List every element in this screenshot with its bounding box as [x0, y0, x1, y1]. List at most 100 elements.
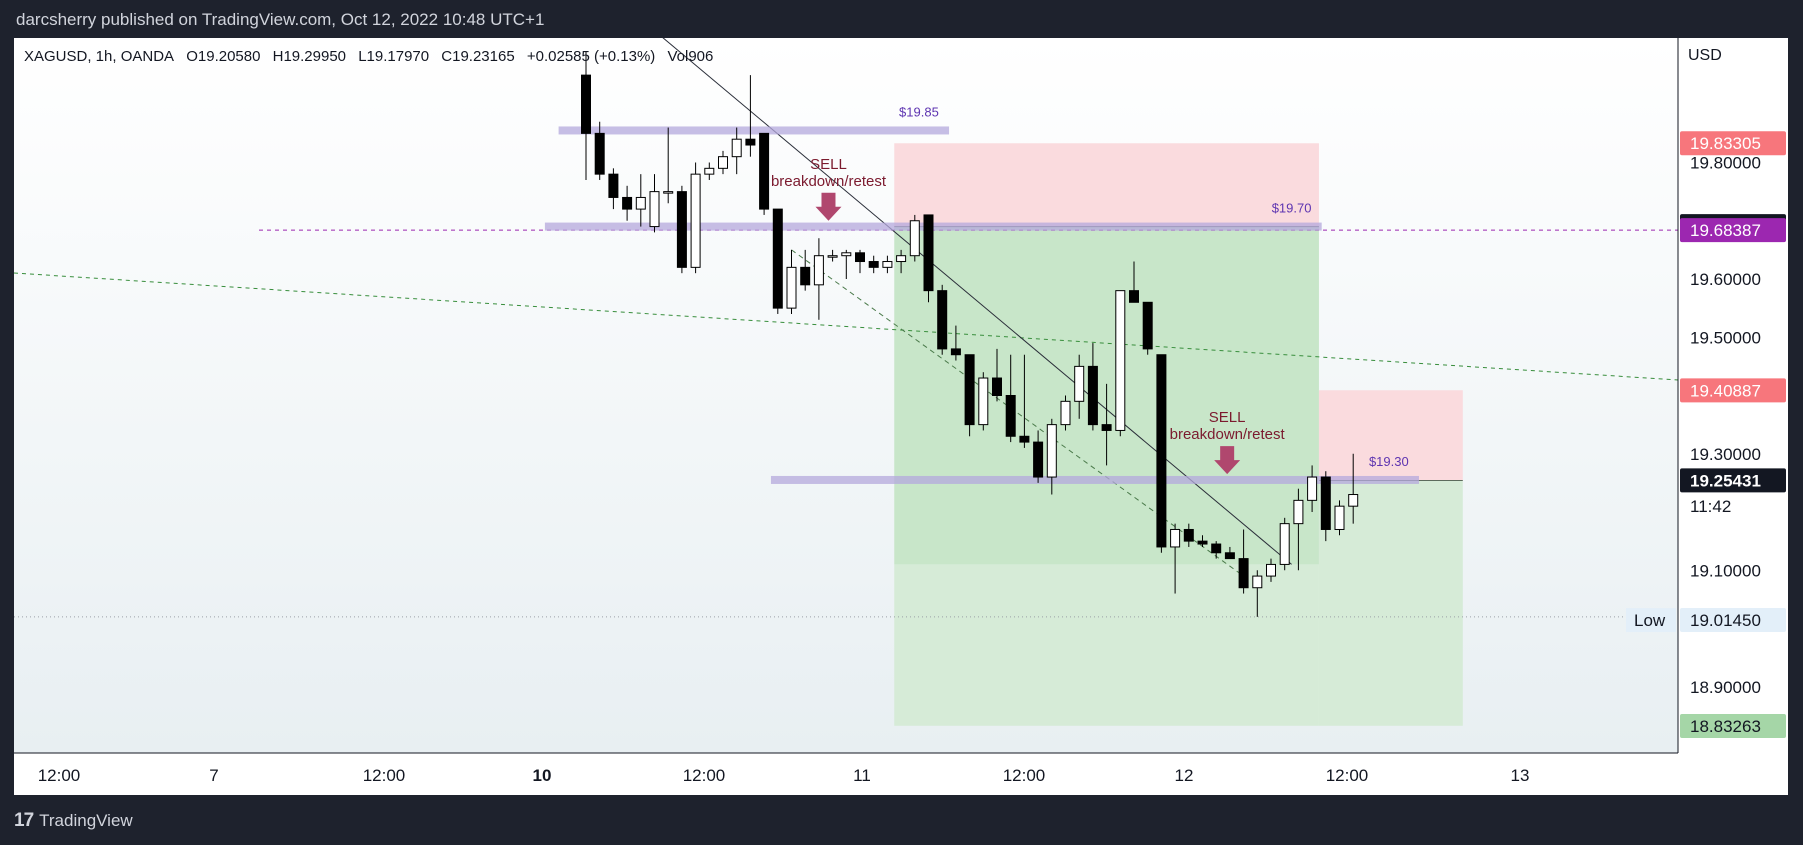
- candle-body[interactable]: [1266, 563, 1276, 577]
- low-prefix-bg: [1626, 608, 1676, 633]
- price-tick-label: 19.80000: [1690, 154, 1761, 173]
- footer-brand[interactable]: TradingView: [39, 811, 133, 830]
- candle-body[interactable]: [1033, 441, 1044, 478]
- candle-body[interactable]: [1019, 435, 1030, 443]
- legend-low: L19.17970: [358, 48, 430, 65]
- candle-body[interactable]: [772, 208, 783, 309]
- publisher-line: darcsherry published on TradingView.com,…: [16, 10, 545, 29]
- candle-body[interactable]: [1060, 400, 1071, 426]
- candle-body[interactable]: [1320, 476, 1331, 530]
- candle-body[interactable]: [759, 132, 770, 210]
- candle-body[interactable]: [1005, 395, 1016, 437]
- candle-body[interactable]: [608, 173, 619, 198]
- candle-body[interactable]: [1293, 499, 1304, 525]
- price-tag-label: 18.83263: [1690, 717, 1761, 736]
- candle-body[interactable]: [718, 156, 728, 169]
- candle-body[interactable]: [1307, 476, 1318, 501]
- price-tag-bg: [1680, 468, 1786, 493]
- price-tick-label: 19.50000: [1690, 328, 1761, 347]
- candle-body[interactable]: [827, 255, 838, 258]
- candle-body[interactable]: [923, 214, 934, 292]
- price-tag-bg: [1680, 494, 1786, 519]
- price-tick-label: 19.60000: [1690, 270, 1761, 289]
- candle-body[interactable]: [841, 252, 852, 257]
- tradingview-logo-icon[interactable]: 17: [14, 810, 34, 831]
- candle-body[interactable]: [690, 173, 701, 268]
- price-tag-bg: [1680, 131, 1786, 156]
- candle-body[interactable]: [622, 196, 633, 210]
- price-tag-label: 19.25431: [1690, 471, 1761, 490]
- candle-body[interactable]: [882, 261, 893, 268]
- candle-body[interactable]: [978, 377, 989, 426]
- candle-body[interactable]: [1046, 424, 1057, 478]
- candle-body[interactable]: [1348, 494, 1359, 507]
- candle-body[interactable]: [868, 261, 879, 268]
- low-prefix-label: Low: [1634, 611, 1666, 630]
- candle-body[interactable]: [1115, 290, 1126, 431]
- level-band-2[interactable]: [770, 475, 1419, 484]
- candle-body[interactable]: [1334, 505, 1345, 530]
- annotation-line2: breakdown/retest: [771, 173, 887, 190]
- candle-body[interactable]: [1238, 558, 1249, 589]
- legend-close: C19.23165: [441, 48, 515, 65]
- candle-body[interactable]: [1197, 540, 1208, 545]
- time-axis-panel[interactable]: [14, 753, 1788, 795]
- footer: 17 TradingView: [14, 806, 133, 836]
- price-axis-panel[interactable]: [1678, 38, 1788, 795]
- candle-body[interactable]: [800, 266, 811, 286]
- candle-body[interactable]: [745, 138, 756, 146]
- price-tag-bg: [1680, 218, 1786, 243]
- candle-body[interactable]: [1142, 301, 1153, 350]
- candle-body[interactable]: [992, 377, 1002, 396]
- candle-body[interactable]: [909, 220, 920, 257]
- time-tick-label: 11: [853, 766, 871, 785]
- candle-body[interactable]: [704, 167, 715, 175]
- candle-body[interactable]: [1156, 354, 1167, 548]
- short-stop-zone-1[interactable]: [894, 143, 1319, 227]
- price-tag-bg: [1680, 378, 1786, 403]
- legend-open: O19.20580: [186, 48, 261, 65]
- candlestick-chart[interactable]: $19.85$19.70$19.30SELLbreakdown/retestSE…: [14, 38, 1788, 795]
- candle-body[interactable]: [950, 348, 961, 356]
- publisher-bar: darcsherry published on TradingView.com,…: [0, 0, 1803, 38]
- candle-body[interactable]: [896, 255, 907, 263]
- time-tick-label: 10: [533, 766, 552, 785]
- short-stop-zone-2[interactable]: [1318, 390, 1463, 481]
- candle-body[interactable]: [1170, 528, 1181, 548]
- candle-body[interactable]: [581, 74, 591, 134]
- candle-body[interactable]: [855, 252, 865, 263]
- annotation-line1: SELL: [810, 156, 847, 173]
- legend-symbol[interactable]: XAGUSD, 1h, OANDA: [24, 48, 175, 65]
- candle-body[interactable]: [663, 191, 674, 194]
- candle-body[interactable]: [676, 191, 687, 268]
- time-tick-label: 13: [1511, 766, 1530, 785]
- level-band-0[interactable]: [558, 126, 950, 135]
- legend-change: +0.02585 (+0.13%): [526, 48, 656, 65]
- candle-body[interactable]: [1129, 290, 1139, 303]
- candle-body[interactable]: [1224, 552, 1235, 560]
- candle-body[interactable]: [1211, 543, 1222, 554]
- candle-body[interactable]: [813, 255, 824, 286]
- price-tag-label: 19.83305: [1690, 134, 1761, 153]
- candle-body[interactable]: [964, 354, 975, 426]
- candle-body[interactable]: [1101, 424, 1112, 431]
- candle-body[interactable]: [1183, 528, 1194, 542]
- price-tag-label: 11:42: [1690, 497, 1731, 516]
- candle-body[interactable]: [635, 196, 646, 210]
- time-tick-label: 12:00: [38, 766, 81, 785]
- candle-body[interactable]: [786, 266, 797, 309]
- short-target-extension-1[interactable]: [894, 564, 1319, 726]
- candle-body[interactable]: [1279, 523, 1290, 565]
- candle-body[interactable]: [594, 132, 605, 175]
- candle-body[interactable]: [1252, 575, 1263, 589]
- time-tick-label: 12:00: [1003, 766, 1046, 785]
- candle-body[interactable]: [937, 290, 948, 350]
- price-tag-label: 19.40887: [1690, 381, 1761, 400]
- level-label-1: $19.70: [1272, 201, 1312, 216]
- candle-body[interactable]: [1074, 365, 1085, 402]
- candle-body[interactable]: [731, 138, 742, 158]
- chart-frame[interactable]: $19.85 $19.70 $19.30 SELL breakdown/retest SE…: [14, 38, 1788, 795]
- candle-body[interactable]: [1087, 365, 1098, 426]
- symbol-legend: XAGUSD, 1h, OANDA O19.20580 H19.29950 L1…: [24, 48, 721, 65]
- candle-body[interactable]: [649, 191, 660, 228]
